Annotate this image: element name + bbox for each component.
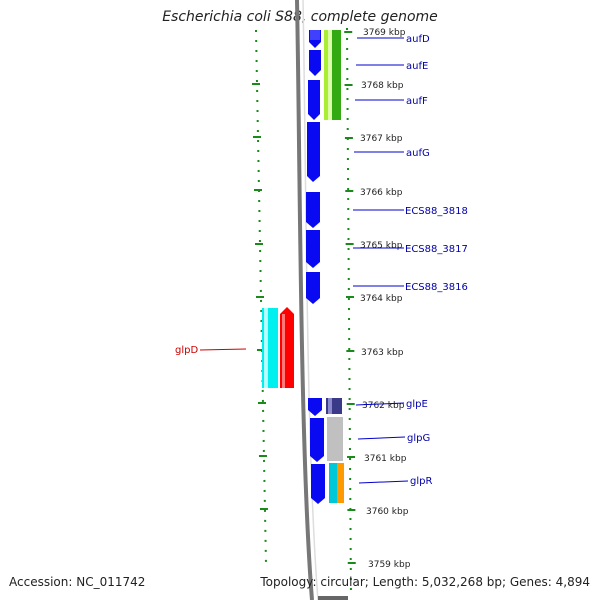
tick-label: 3763 kbp — [361, 348, 404, 358]
cds-aufD-top — [310, 30, 320, 40]
leader-glpR — [358, 480, 409, 484]
gene-label-ECS88_3817: ECS88_3817 — [405, 244, 468, 255]
genome-summary: Topology: circular; Length: 5,032,268 bp… — [260, 575, 590, 589]
tick-label: 3769 kbp — [363, 28, 406, 38]
gene-label-aufE: aufE — [406, 61, 428, 72]
gene-label-ECS88_3816: ECS88_3816 — [405, 282, 468, 293]
cds-aufF — [308, 80, 320, 120]
tick-label: 3761 kbp — [364, 454, 407, 464]
leader-glpD — [199, 348, 247, 351]
cds-aufE — [309, 50, 321, 76]
tick-label: 3760 kbp — [366, 507, 409, 517]
cds-glpG — [310, 418, 324, 462]
gene-label-aufG: aufG — [406, 148, 430, 159]
feature-glpE-navy-light — [328, 398, 332, 414]
map-title: Escherichia coli S88, complete genome — [162, 9, 438, 25]
genome-backbone — [295, 0, 314, 600]
feature-glpR-orange — [337, 463, 344, 503]
gene-label-aufD: aufD — [406, 34, 430, 45]
tick-label: 3767 kbp — [360, 134, 403, 144]
gene-label-glpR: glpR — [410, 476, 432, 487]
feature-glpR-cyan — [329, 463, 337, 503]
cds-ECS88_3818 — [306, 192, 320, 228]
feature-glpG-gray — [327, 417, 343, 461]
right-ruler — [346, 27, 352, 599]
feature-cyan-glpD-light — [264, 308, 268, 388]
left-ruler-major-ticks — [252, 83, 268, 510]
cds-ECS88_3817 — [306, 230, 320, 268]
cds-ECS88_3816 — [306, 272, 320, 304]
gene-label-glpD: glpD — [175, 345, 198, 356]
gene-label-glpG: glpG — [407, 433, 430, 444]
gene-label-aufF: aufF — [406, 96, 428, 107]
tick-label: 3765 kbp — [360, 241, 403, 251]
feature-bottom — [318, 596, 348, 600]
tick-label: 3759 kbp — [368, 560, 411, 570]
leader-glpE — [355, 402, 405, 406]
right-ruler-major-ticks — [344, 31, 356, 564]
leader-glpG — [357, 436, 406, 440]
cds-aufG — [307, 122, 320, 182]
tick-label: 3764 kbp — [360, 294, 403, 304]
accession-text: Accession: NC_011742 — [9, 575, 146, 589]
tick-label: 3766 kbp — [360, 188, 403, 198]
feature-lime-light — [328, 30, 332, 120]
feature-red-glpD-light — [282, 314, 285, 388]
backbone-inner — [302, 0, 319, 600]
gene-label-glpE: glpE — [406, 399, 428, 410]
gene-label-ECS88_3818: ECS88_3818 — [405, 206, 468, 217]
cds-glpE — [308, 398, 322, 416]
cds-glpR — [311, 464, 325, 504]
tick-label: 3762 kbp — [362, 401, 405, 411]
tick-label: 3768 kbp — [361, 81, 404, 91]
